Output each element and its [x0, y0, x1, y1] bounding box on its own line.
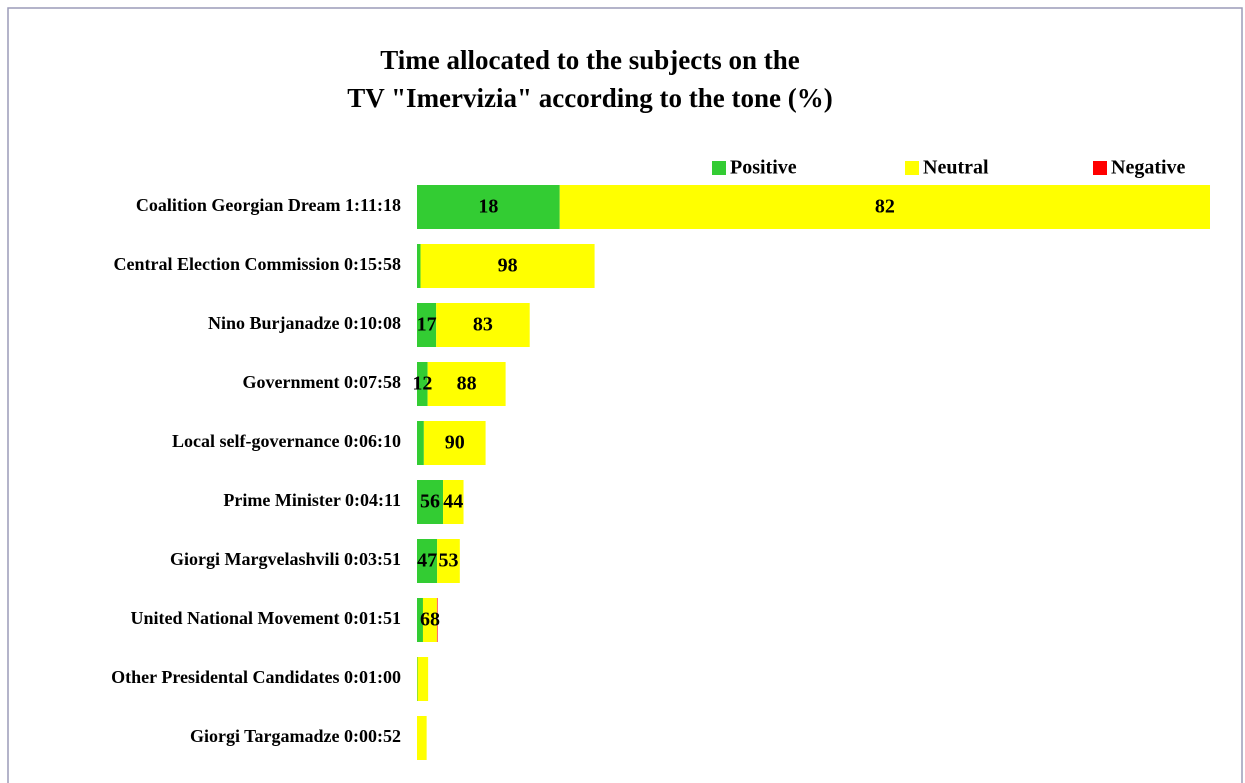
bar-segment: [417, 421, 424, 465]
data-label: 68: [420, 609, 440, 631]
bar-segment: [437, 539, 460, 583]
category-label: Giorgi Targamadze 0:00:52: [190, 726, 401, 746]
bar-segment: [417, 657, 429, 701]
category-label: Local self-governance 0:06:10: [172, 431, 401, 451]
category-label: Other Presidental Candidates 0:01:00: [111, 667, 401, 687]
bar-segment: [436, 303, 530, 347]
legend-swatch: [905, 161, 919, 175]
chart-title: TV "Imervizia" according to the tone (%): [347, 83, 832, 113]
category-label: Government 0:07:58: [243, 372, 401, 392]
data-label: 83: [473, 314, 493, 336]
bar-segment: [422, 598, 437, 642]
bar-segment: [417, 362, 428, 406]
bar-segment: [427, 362, 506, 406]
data-label: 56: [420, 491, 440, 513]
bar-segment: [417, 480, 444, 524]
data-label: 53: [438, 550, 458, 572]
category-label: Prime Minister 0:04:11: [223, 490, 401, 510]
bar-segment: [417, 598, 423, 642]
data-label: 88: [457, 373, 477, 395]
frame: [7, 7, 1243, 783]
bar-segment: [423, 421, 486, 465]
bar-segment: [417, 303, 437, 347]
data-label: 98: [498, 255, 518, 277]
data-label: 18: [478, 196, 498, 218]
legend-label: Neutral: [923, 157, 989, 179]
data-label: 12: [412, 373, 432, 395]
data-label: 82: [875, 196, 895, 218]
bar-segment: [417, 244, 421, 288]
category-label: Central Election Commission 0:15:58: [114, 254, 401, 274]
data-label: 47: [417, 550, 437, 572]
data-label: 17: [417, 314, 437, 336]
category-label: Nino Burjanadze 0:10:08: [208, 313, 401, 333]
legend-label: Positive: [730, 157, 797, 179]
legend-swatch: [1093, 161, 1107, 175]
chart-title: Time allocated to the subjects on the: [380, 45, 799, 75]
bar-segment: [417, 716, 427, 760]
bar-segment: [559, 185, 1210, 229]
bar-segment: [420, 244, 595, 288]
bar-segment: [436, 598, 438, 642]
bar-segment: [417, 657, 418, 701]
bar-segment: [417, 539, 438, 583]
category-label: Coalition Georgian Dream 1:11:18: [136, 195, 401, 215]
bar-segment: [417, 185, 560, 229]
legend-label: Negative: [1111, 157, 1186, 179]
data-label: 44: [443, 491, 463, 513]
legend-swatch: [712, 161, 726, 175]
bar-segment: [443, 480, 464, 524]
data-label: 90: [445, 432, 465, 454]
category-label: United National Movement 0:01:51: [131, 608, 401, 628]
category-label: Giorgi Margvelashvili 0:03:51: [170, 549, 401, 569]
